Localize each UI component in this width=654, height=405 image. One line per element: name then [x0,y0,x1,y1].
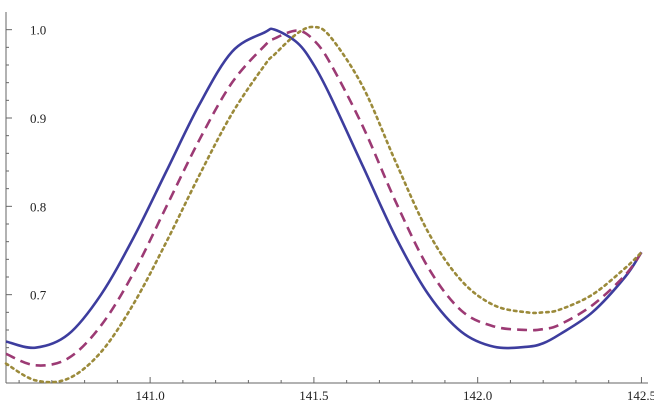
y-tick-label: 0.7 [30,288,47,303]
x-tick-label: 142.5 [627,388,654,403]
series-layer [4,25,643,384]
tick-labels: 141.0 141.5 142.0 142.5 0.7 0.8 0.9 1.0 [30,23,654,403]
y-tick-label: 1.0 [30,23,46,38]
x-tick-label: 141.5 [299,388,328,403]
series-line-dotted [4,25,643,384]
y-tick-label: 0.9 [30,111,46,126]
y-tick-label: 0.8 [30,199,46,214]
x-tick-label: 142.0 [463,388,492,403]
x-tick-label: 141.0 [135,388,164,403]
series-line-solid [5,27,643,350]
